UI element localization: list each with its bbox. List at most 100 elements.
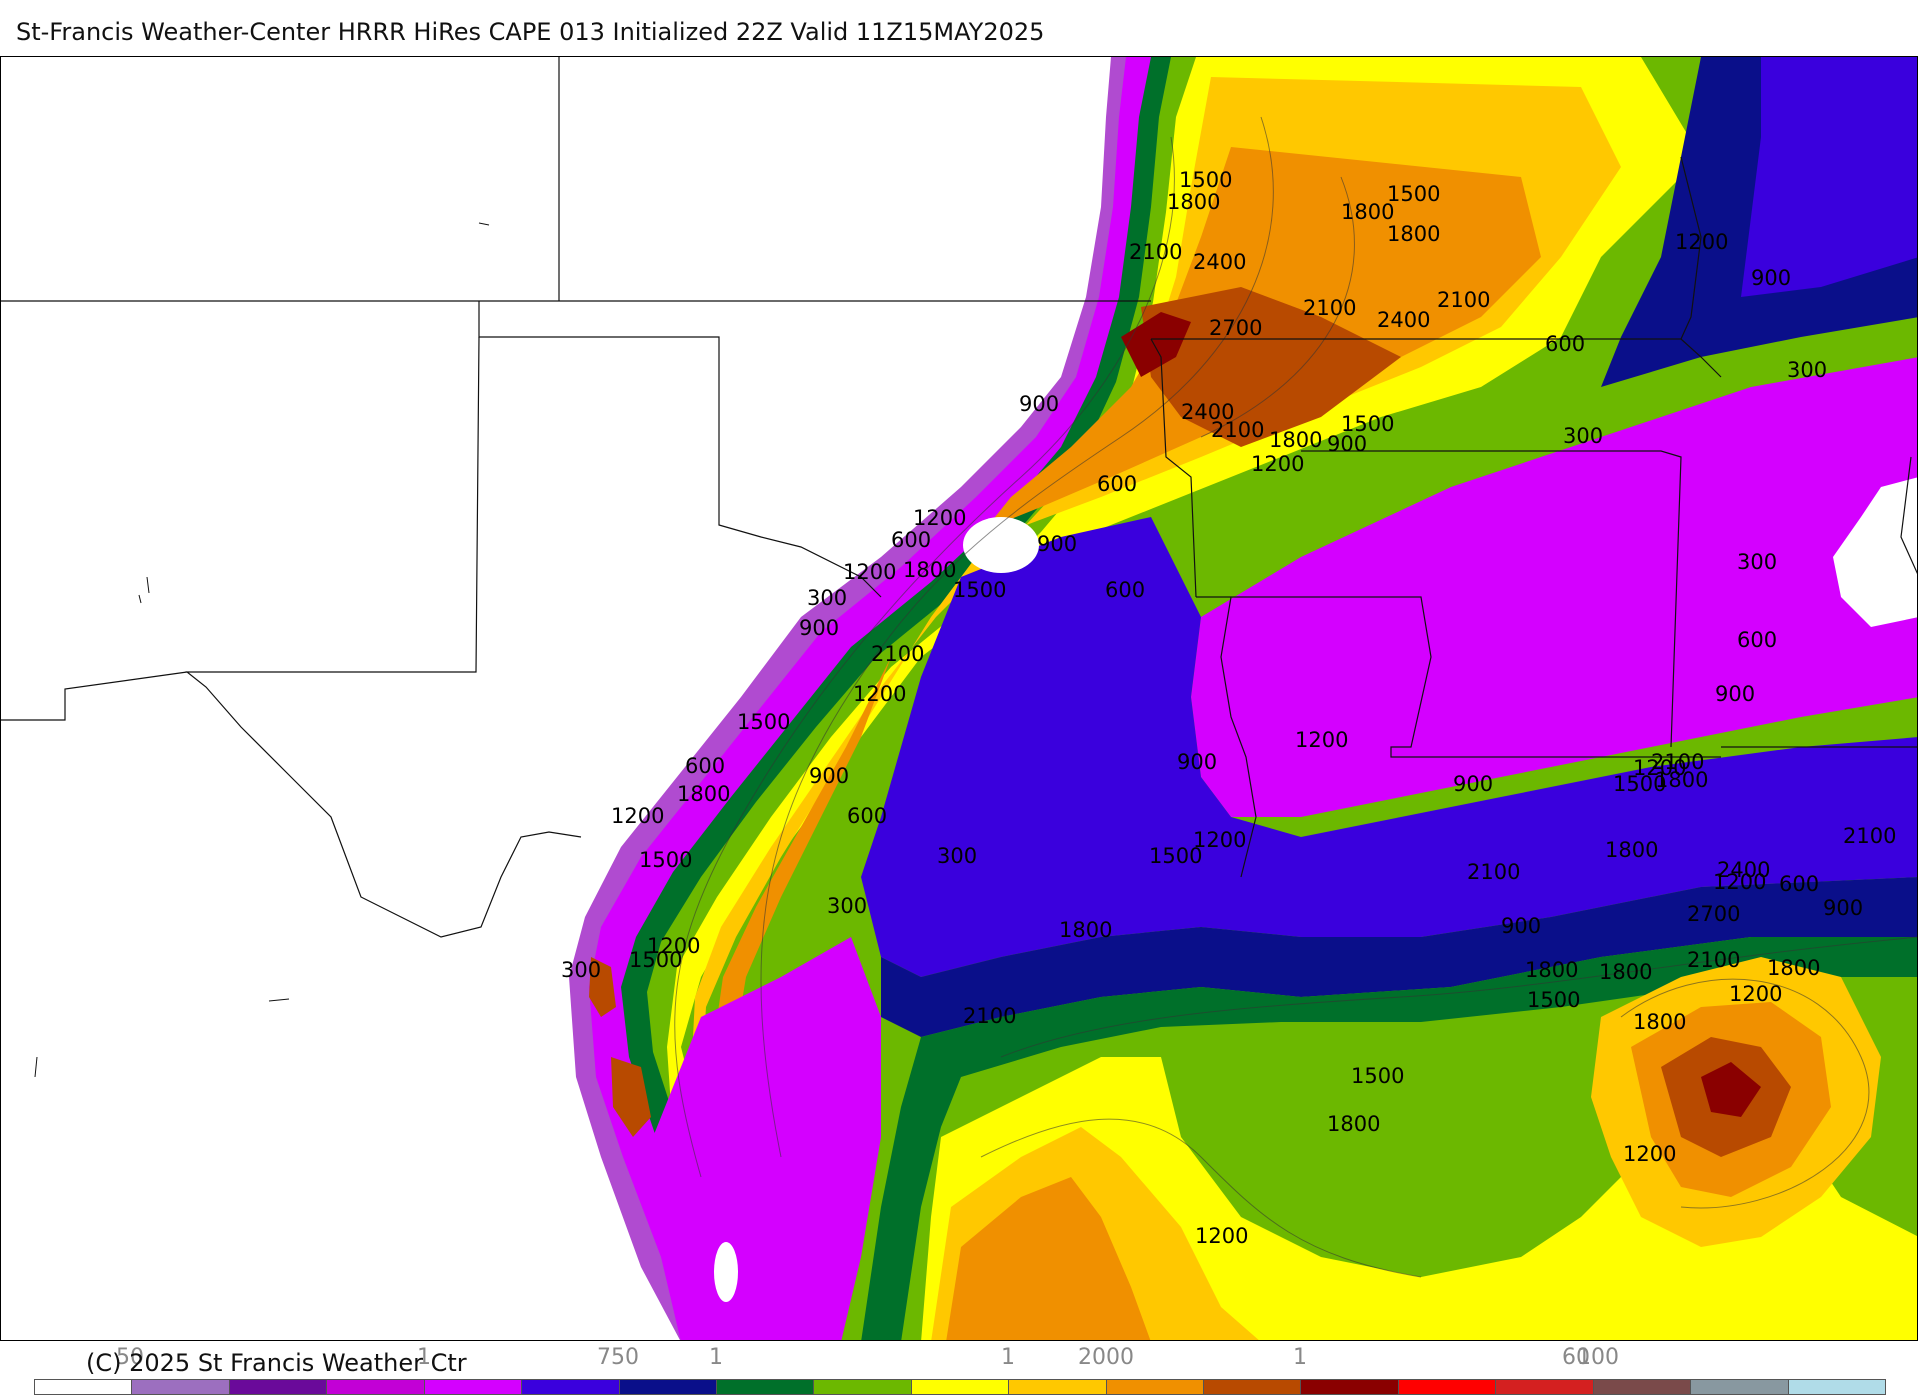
colorbar-segment (619, 1380, 717, 1394)
cape-band-central-magenta (1191, 357, 1917, 817)
colorbar-segment (522, 1380, 620, 1394)
colorbar-segment (1204, 1380, 1302, 1394)
contour-label: 600 (847, 804, 887, 828)
colorbar-segment (814, 1380, 912, 1394)
contour-lines (674, 116, 1917, 1278)
contour-label: 2100 (1467, 860, 1520, 884)
colorbar-segment (35, 1380, 133, 1394)
cape-band-south-navy (881, 877, 1917, 1037)
colorbar (34, 1379, 1886, 1395)
colorbar-segment (1009, 1380, 1107, 1394)
contour-label: 900 (1327, 432, 1367, 456)
contour-label: 1800 (903, 558, 956, 582)
cape-band-coast-brown (589, 957, 651, 1137)
contour-label: 900 (1823, 896, 1863, 920)
contour-label: 300 (561, 958, 601, 982)
contour-label: 1500 (737, 710, 790, 734)
contour-label: 2100 (1129, 240, 1182, 264)
cape-band-west-magenta (641, 937, 881, 1340)
cape-band-brown (1141, 287, 1401, 447)
contour-label: 1200 (853, 682, 906, 706)
contour-label: 2400 (1377, 308, 1430, 332)
state-boundaries (1, 57, 1917, 938)
contour-label: 600 (1737, 628, 1777, 652)
colorbar-segment (1496, 1380, 1594, 1394)
cape-zero-patch-east (1833, 477, 1917, 627)
cape-band-northeast-blue (1741, 57, 1917, 297)
cape-band-gulf-darkred (1701, 1062, 1761, 1117)
contour-label: 2100 (963, 1004, 1016, 1028)
cape-zero-patch-north (963, 517, 1039, 573)
contour-labels: 1500 1800 1500 1800 1800 2100 2400 2100 … (561, 168, 1896, 1248)
cape-band-yellow (667, 57, 1701, 1340)
contour-label: 1500 (1527, 988, 1580, 1012)
contour-label: 1200 (1195, 1224, 1248, 1248)
contour-label: 2400 (1193, 250, 1246, 274)
contour-label: 2100 (1687, 948, 1740, 972)
contour-label: 2100 (1437, 288, 1490, 312)
contour-label: 300 (1787, 358, 1827, 382)
copyright-text: (C) 2025 St Francis Weather Ctr (86, 1349, 467, 1377)
footer: (C) 2025 St Francis Weather Ctr 50 1 750… (0, 1341, 1920, 1400)
contour-label: 300 (807, 586, 847, 610)
cape-band-darkred (1121, 312, 1191, 377)
contour-label: 1800 (1599, 960, 1652, 984)
colorbar-segment (1398, 1380, 1497, 1394)
contour-label: 1200 (1251, 452, 1304, 476)
contour-label: 300 (1563, 424, 1603, 448)
contour-label: 2100 (1303, 296, 1356, 320)
contour-label: 900 (1715, 682, 1755, 706)
cape-band-orange-light (691, 77, 1621, 1237)
map-frame: 1500 1800 1500 1800 1800 2100 2400 2100 … (0, 56, 1918, 1341)
contour-label: 900 (1453, 772, 1493, 796)
contour-label: 1800 (1269, 428, 1322, 452)
colorbar-segment (132, 1380, 230, 1394)
colorbar-tick-label: 60 (1562, 1345, 1590, 1370)
colorbar-tick-label: 100 (1577, 1345, 1619, 1370)
contour-label: 900 (1037, 532, 1077, 556)
colorbar-tick-label: 1 (417, 1345, 431, 1370)
contour-label: 1800 (1633, 1010, 1686, 1034)
contour-label: 600 (1105, 578, 1145, 602)
colorbar-segment (327, 1380, 425, 1394)
contour-label: 1500 (1387, 182, 1440, 206)
contour-label: 2100 (1211, 418, 1264, 442)
contour-label: 900 (1019, 392, 1059, 416)
contour-label: 2400 (1717, 858, 1770, 882)
contour-label: 1200 (1193, 828, 1246, 852)
colorbar-segment (1788, 1380, 1886, 1394)
colorbar-tick-label: 2000 (1078, 1345, 1134, 1370)
contour-label: 1500 (1179, 168, 1232, 192)
contour-label: 1800 (1767, 956, 1820, 980)
colorbar-segment (424, 1380, 523, 1394)
contour-label: 2700 (1687, 902, 1740, 926)
contour-label: 1500 (1351, 1064, 1404, 1088)
colorbar-tick-label: 50 (116, 1345, 144, 1370)
contour-label: 600 (1545, 332, 1585, 356)
contour-label: 900 (799, 616, 839, 640)
colorbar-segment (229, 1380, 328, 1394)
cape-band-orange (713, 147, 1541, 1137)
contour-label: 1500 (1149, 844, 1202, 868)
contour-label: 1200 (1729, 982, 1782, 1006)
colorbar-segment (1106, 1380, 1205, 1394)
contour-label: 1200 (1675, 230, 1728, 254)
cape-band-central-blue (861, 517, 1917, 977)
contour-label: 2100 (1843, 824, 1896, 848)
contour-label: 600 (685, 754, 725, 778)
contour-label: 300 (937, 844, 977, 868)
colorbar-segment (911, 1380, 1010, 1394)
contour-label: 900 (1177, 750, 1217, 774)
contour-label: 900 (809, 764, 849, 788)
contour-label: 1800 (1167, 190, 1220, 214)
contour-label: 2100 (1651, 750, 1704, 774)
contour-label: 1800 (1327, 1112, 1380, 1136)
contour-label: 600 (891, 528, 931, 552)
contour-label: 600 (1779, 872, 1819, 896)
map-title: St-Francis Weather-Center HRRR HiRes CAP… (16, 18, 1045, 46)
contour-label: 1200 (647, 934, 700, 958)
contour-label: 2400 (1181, 400, 1234, 424)
contour-label: 600 (1097, 472, 1137, 496)
colorbar-segment (1691, 1380, 1789, 1394)
contour-label: 300 (827, 894, 867, 918)
